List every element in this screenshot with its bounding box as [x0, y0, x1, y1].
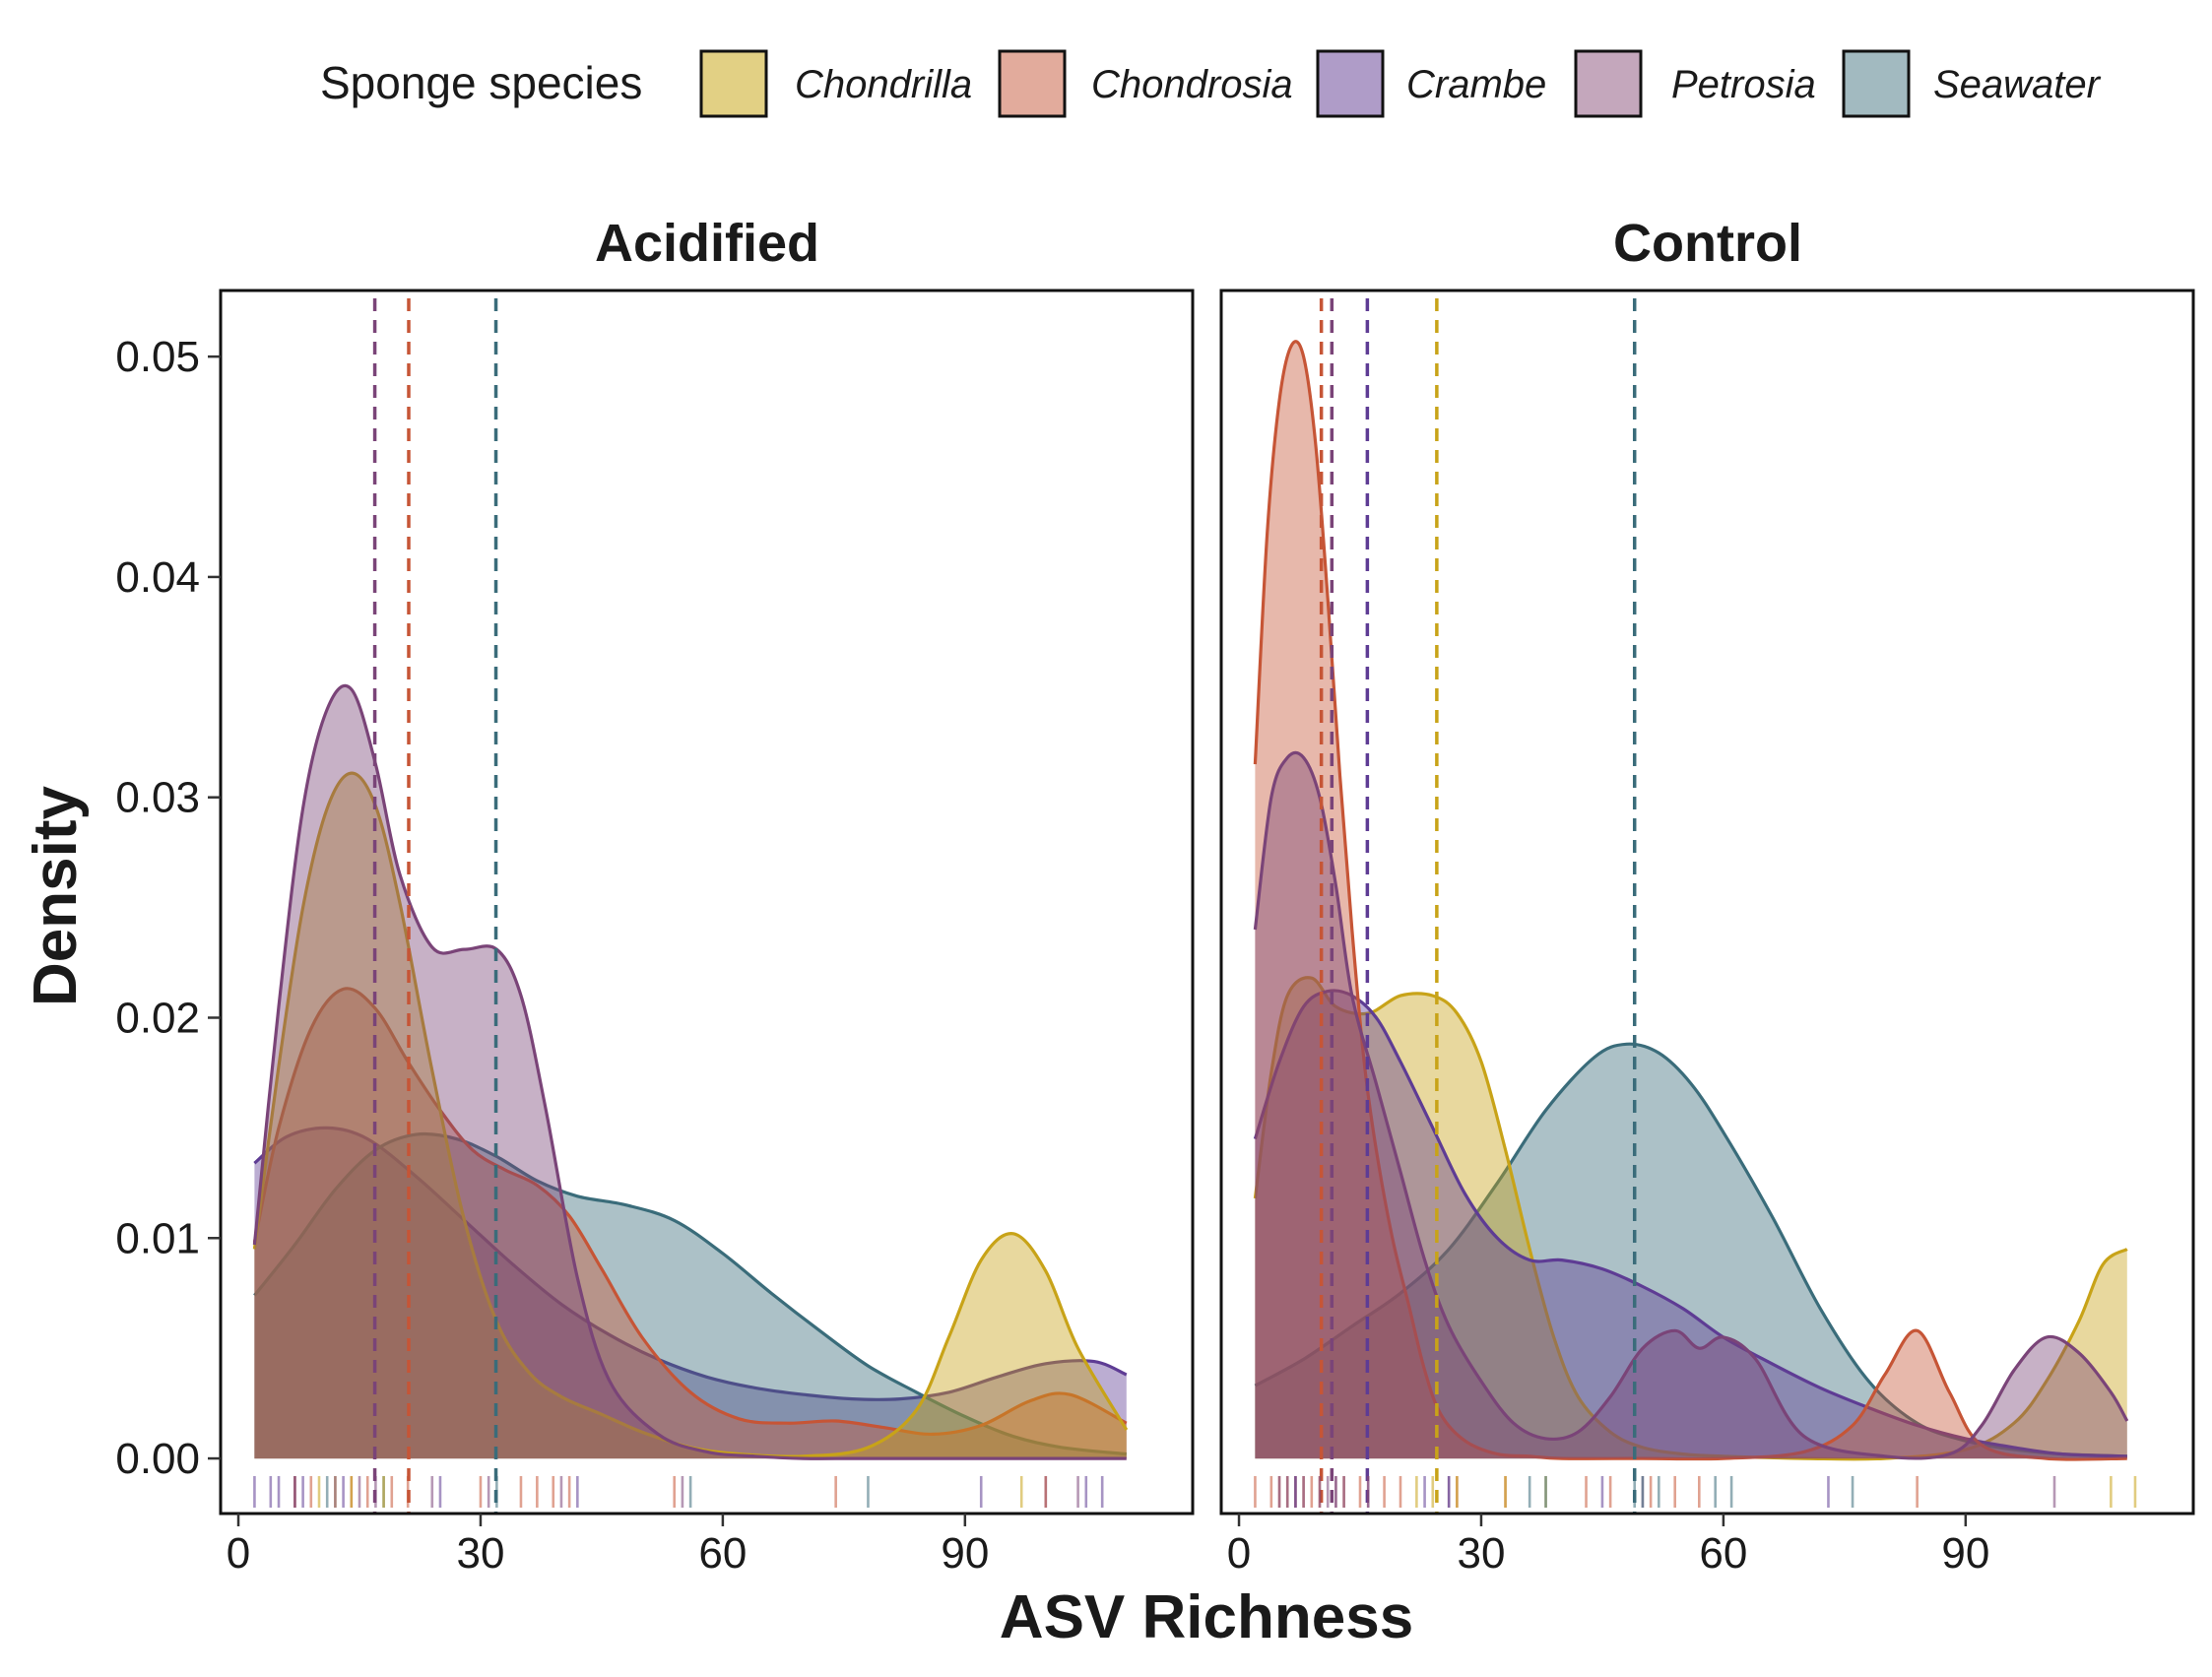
x-tick-label: 60	[1699, 1529, 1747, 1578]
density-area-petrosia	[1255, 752, 2127, 1459]
y-tick-label: 0.04	[115, 553, 200, 602]
x-tick-label: 90	[941, 1529, 989, 1578]
y-tick-label: 0.02	[115, 994, 200, 1042]
y-axis: 0.00 0.01 0.02 0.03 0.04 0.05	[115, 333, 221, 1483]
x-tick-label: 60	[698, 1529, 747, 1578]
panel-control: Control 0 30 60 90	[1219, 214, 2195, 1578]
density-line-petrosia	[252, 683, 1127, 1460]
rug-acidified	[253, 1476, 1104, 1508]
y-tick-label: 0.03	[115, 774, 200, 822]
density-line-seawater	[1254, 1042, 2127, 1458]
density-area-crambe	[254, 1128, 1127, 1459]
density-area-seawater	[1255, 1044, 2127, 1459]
density-area-chondrilla	[254, 773, 1127, 1459]
legend-key-crambe	[1316, 49, 1385, 118]
density-line-chondrosia	[252, 987, 1128, 1437]
x-axis-label: ASV Richness	[1000, 1583, 1413, 1651]
density-line-chondrilla	[252, 771, 1129, 1458]
x-tick-label: 30	[456, 1529, 504, 1578]
legend-label-chondrosia: Chondrosia	[1091, 63, 1293, 106]
legend-key-chondrosia	[998, 49, 1067, 118]
legend-key-petrosia	[1574, 49, 1643, 118]
x-axis-acidified: 0 30 60 90	[227, 1514, 989, 1578]
legend: Sponge species Chondrilla Chondrosia Cramb…	[320, 49, 2102, 118]
legend-label-seawater: Seawater	[1933, 63, 2102, 106]
panel-title-control: Control	[1613, 214, 1802, 273]
legend-label-chondrilla: Chondrilla	[795, 63, 972, 106]
plot-area-acidified	[252, 298, 1129, 1514]
x-tick-label: 30	[1457, 1529, 1505, 1578]
density-area-crambe	[1255, 990, 2127, 1459]
density-line-crambe	[253, 1126, 1128, 1401]
legend-title: Sponge species	[320, 57, 642, 108]
y-tick-label: 0.05	[115, 333, 200, 381]
density-area-chondrilla	[1255, 977, 2127, 1459]
panel-frame-control	[1219, 289, 2195, 1516]
density-area-petrosia	[254, 685, 1127, 1459]
panel-frame-acidified	[219, 289, 1195, 1516]
legend-label-petrosia: Petrosia	[1671, 63, 1816, 106]
density-area-chondrosia	[254, 988, 1127, 1459]
density-line-crambe	[1253, 989, 2127, 1458]
plot-area-control	[1253, 298, 2137, 1514]
density-line-petrosia	[1253, 750, 2129, 1460]
density-area-chondrosia	[1255, 341, 2127, 1460]
x-tick-label: 0	[1227, 1529, 1251, 1578]
legend-key-seawater	[1842, 49, 1911, 118]
panel-title-acidified: Acidified	[595, 214, 819, 273]
x-tick-label: 0	[227, 1529, 250, 1578]
density-line-chondrosia	[1253, 340, 2127, 1461]
panel-acidified: Acidified 0 30 60 90 0.00 0.01 0.02 0.03 0.04 0.05	[115, 214, 1195, 1578]
density-line-chondrilla	[1253, 976, 2128, 1461]
legend-label-crambe: Crambe	[1406, 63, 1546, 106]
density-area-seawater	[254, 1133, 1127, 1459]
x-axis-control: 0 30 60 90	[1227, 1514, 1989, 1578]
y-axis-label: Density	[22, 786, 90, 1006]
y-tick-label: 0.01	[115, 1214, 200, 1262]
y-tick-label: 0.00	[115, 1435, 200, 1483]
legend-key-chondrilla	[699, 49, 768, 118]
x-tick-label: 90	[1941, 1529, 1989, 1578]
rug-control	[1254, 1476, 2137, 1508]
